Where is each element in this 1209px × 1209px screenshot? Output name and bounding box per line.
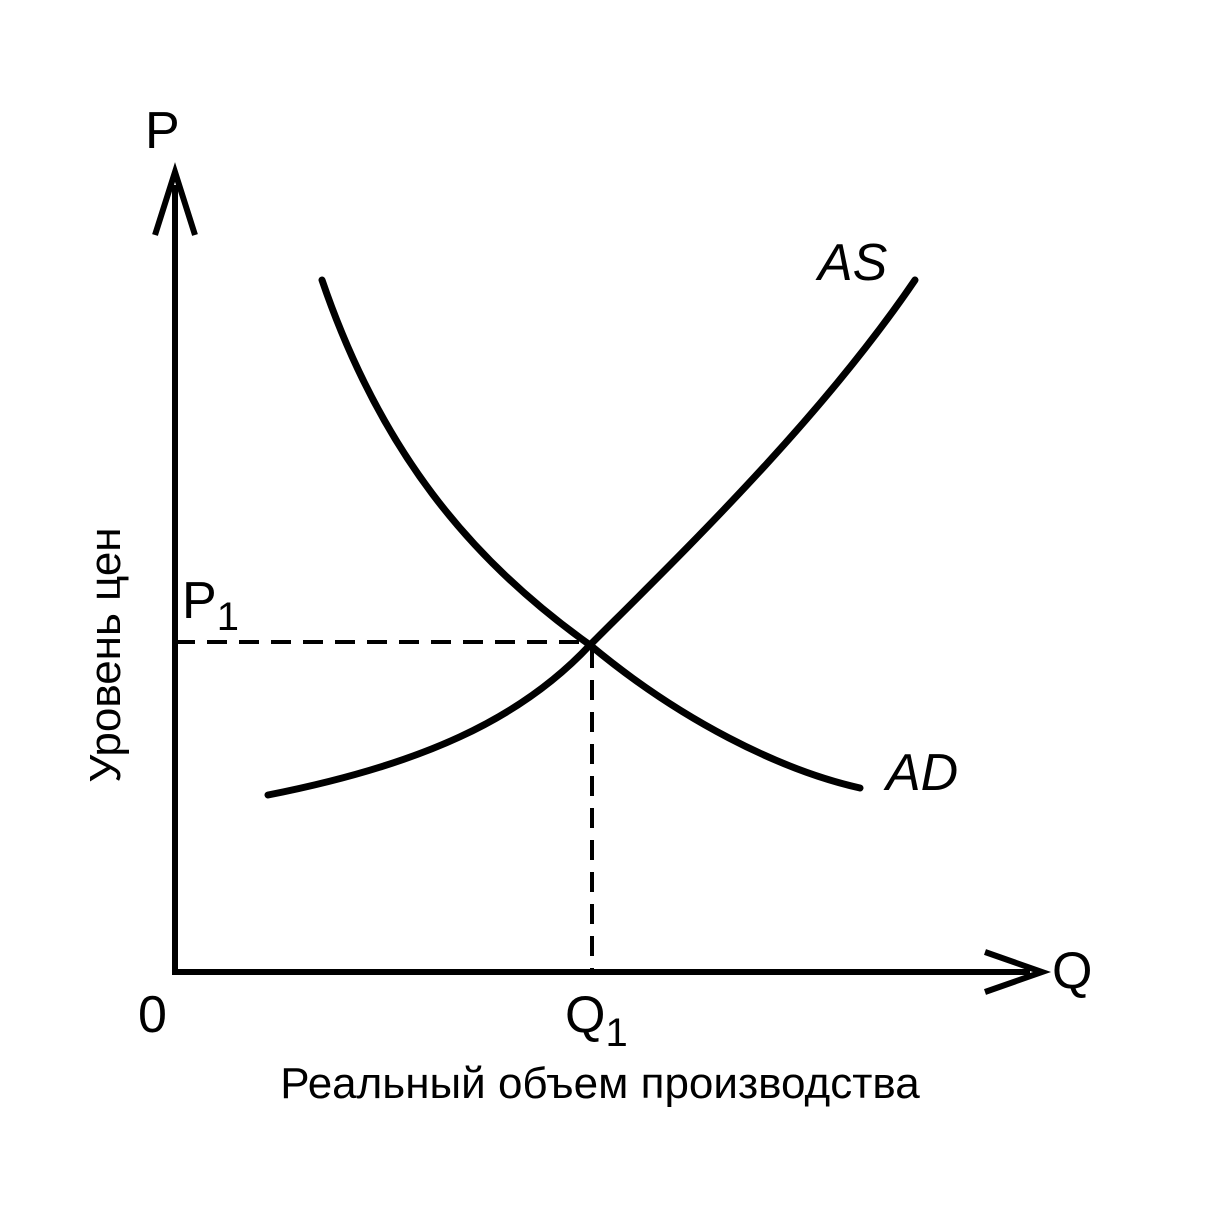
ad-label: AD: [883, 744, 958, 802]
price-label: P1: [182, 572, 239, 639]
y-axis-label: P: [145, 102, 180, 160]
price-letter: P: [182, 572, 217, 630]
quantity-letter: Q: [565, 986, 605, 1044]
quantity-subscript: 1: [605, 1011, 627, 1055]
y-arrow: [152, 162, 198, 236]
x-arrow: [984, 949, 1052, 995]
as-label: AS: [815, 234, 888, 292]
y-axis-title: Уровень цен: [81, 527, 130, 782]
x-axis-title: Реальный объем производства: [280, 1059, 920, 1108]
price-subscript: 1: [217, 595, 239, 639]
as-curve: [264, 276, 919, 799]
ad-curve: [318, 276, 864, 792]
origin-label: 0: [138, 986, 167, 1044]
quantity-label: Q1: [565, 986, 628, 1055]
x-axis-label: Q: [1052, 942, 1092, 1000]
